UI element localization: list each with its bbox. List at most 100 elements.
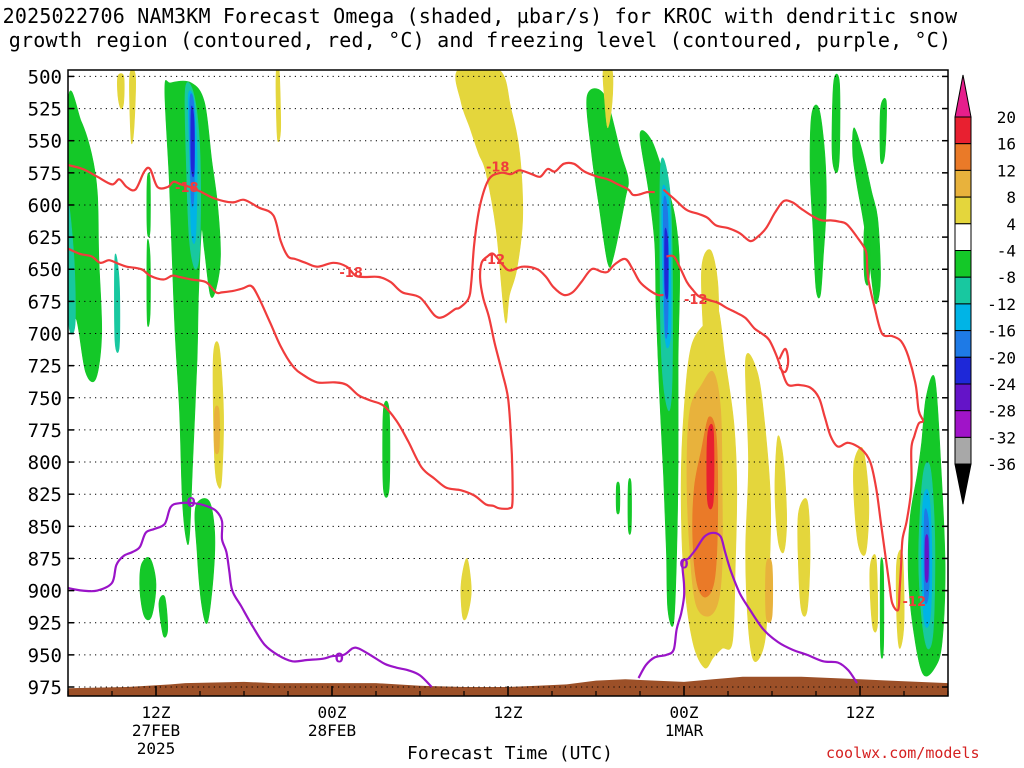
omega-area-48 [213,405,220,455]
colorbar-tick-label: 8 [1006,188,1016,207]
colorbar-tick-label: -36 [987,455,1016,474]
credit-text: coolwx.com/models [826,744,980,762]
omega-area-45 [853,447,870,556]
y-tick-label: 525 [28,99,62,121]
colorbar-tick-label: -24 [987,375,1016,394]
colorbar-tick-label: -12 [987,295,1016,314]
colorbar-band [954,383,972,412]
y-tick-label: 700 [28,324,62,346]
omega-area-11 [831,73,841,174]
omega-area-8 [586,88,629,268]
y-tick-label: 900 [28,581,62,603]
x-tick-label: 00Z [318,703,347,722]
contour-line-1 [68,247,664,510]
omega-area-21 [114,253,121,353]
colorbar-tick-label: -32 [987,428,1016,447]
colorbar-tick-label: 20 [997,108,1016,127]
omega-area-18 [627,477,632,535]
chart-title-line2: growth region (contoured, red, °C) and f… [8,28,952,52]
colorbar-tick-label: 16 [997,135,1016,154]
omega-area-2 [194,498,216,624]
omega-area-30 [190,105,195,178]
omega-area-34 [129,70,136,145]
x-tick-label: 28FEB [308,721,356,740]
colorbar-tick-label: 4 [1006,215,1016,234]
y-tick-label: 875 [28,548,62,570]
colorbar-tick-label: -16 [987,322,1016,341]
grid [68,75,948,688]
contour-line-3 [778,347,790,374]
omega-area-33 [117,73,125,110]
colorbar-band [954,116,972,145]
colorbar-band [954,143,972,171]
omega-area-36 [455,70,524,324]
colorbar-band [954,356,972,385]
x-tick-label: 12Z [142,703,171,722]
omega-area-10 [809,104,827,299]
omega-area-4 [158,594,169,638]
omega-shading [68,70,946,677]
contour-label: -18 [175,181,199,196]
colorbar-tick-label: -20 [987,348,1016,367]
colorbar-band [954,250,972,278]
y-tick-label: 550 [28,131,62,153]
omega-area-39 [460,558,472,621]
colorbar-bottom-arrow [954,463,972,505]
contour-line-2 [662,188,925,612]
omega-area-44 [797,498,811,617]
contour-label: -12 [903,595,927,610]
omega-area-7 [382,400,391,498]
omega-area-42 [745,353,772,662]
colorbar: 20 16 12 8 4 -4 -8 -12 -16 -20 -24 -28 -32 -36 [954,74,1016,505]
omega-area-13 [879,98,887,165]
y-tick-label: 850 [28,516,62,538]
contours [68,161,925,688]
contour-label: -18 [486,160,510,175]
contour-label: 0 [679,558,688,573]
omega-area-3 [139,557,157,621]
y-tick-label: 950 [28,645,62,667]
omega-area-52 [706,423,715,510]
omega-area-41 [701,249,719,361]
contour-label: -18 [339,266,363,281]
colorbar-band [954,410,972,438]
x-tick-label: 27FEB [132,721,180,740]
y-tick-label: 925 [28,613,62,635]
y-tick-label: 675 [28,291,62,313]
y-tick-label: 575 [28,163,62,185]
omega-area-16 [879,557,885,659]
contour-label: 0 [187,496,196,511]
chart-title-line1: 2025022706 NAM3KM Forecast Omega (shaded… [2,4,958,28]
omega-area-35 [275,70,282,142]
x-axis-label: Forecast Time (UTC) [407,743,613,764]
contour-labels: -18 -18 -18 -12 -12 -12 0 0 0 [175,160,927,666]
x-tick-label: 12Z [494,703,523,722]
colorbar-top-arrow [954,74,972,118]
y-tick-label: 975 [28,677,62,699]
x-tick-label: 00Z [670,703,699,722]
colorbar-band [954,196,972,225]
colorbar-band [954,276,972,305]
colorbar-band [954,436,972,465]
y-tick-label: 825 [28,484,62,506]
omega-area-5 [146,239,151,327]
colorbar-band [954,169,972,198]
x-tick-label: 2025 [137,739,176,758]
contour-label: -12 [482,253,506,268]
contour-label: -12 [684,293,708,308]
colorbar-band [954,223,972,252]
y-tick-label: 625 [28,227,62,249]
omega-area-46 [869,554,879,633]
omega-area-6 [146,172,151,238]
colorbar-tick-label: 12 [997,161,1016,180]
chart-title: 2025022706 NAM3KM Forecast Omega (shaded… [0,4,960,52]
colorbar-band [954,330,972,358]
colorbar-tick-label: -8 [997,268,1016,287]
y-tick-label: 600 [28,195,62,217]
y-tick-label: 500 [28,66,62,88]
contour-line-4 [68,501,433,688]
x-tick-label: 1MAR [665,721,704,740]
colorbar-tick-label: -28 [987,402,1016,421]
